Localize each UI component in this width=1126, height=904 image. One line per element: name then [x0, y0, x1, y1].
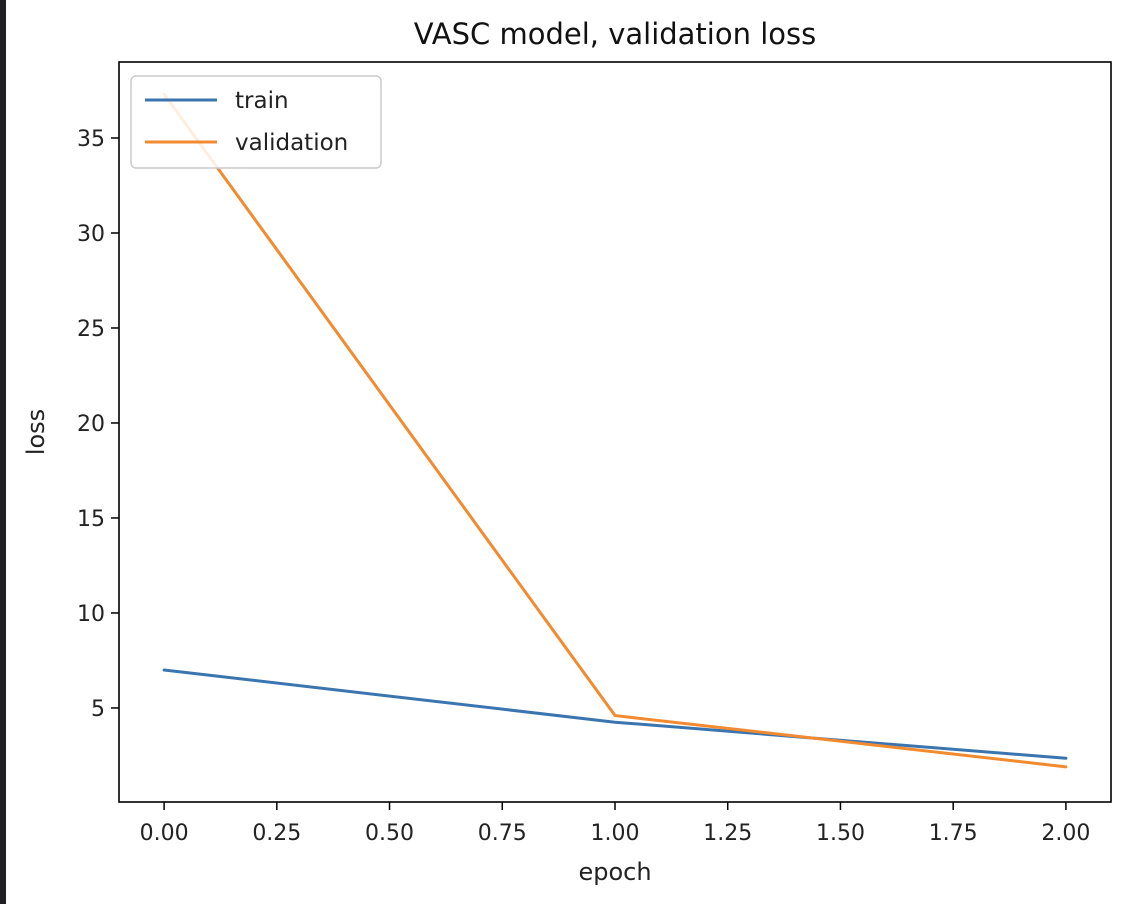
y-tick-label: 25	[77, 317, 105, 342]
x-tick-label: 0.25	[252, 821, 301, 846]
y-tick-label: 15	[77, 507, 105, 532]
y-axis-label: loss	[22, 409, 50, 455]
y-axis-ticks: 5 10 15 20 25 30 35	[77, 127, 119, 722]
x-axis-ticks: 0.00 0.25 0.50 0.75 1.00 1.25 1.50 1.75 2.00	[140, 802, 1090, 846]
series-line-validation	[162, 92, 1068, 769]
y-tick-label: 10	[77, 602, 105, 627]
x-tick-label: 1.00	[591, 821, 640, 846]
x-tick-label: 2.00	[1041, 821, 1090, 846]
chart-frame: VASC model, validation loss 0.00 0.25 0.50…	[6, 0, 1126, 904]
x-tick-label: 0.75	[478, 821, 527, 846]
chart-title: VASC model, validation loss	[414, 17, 816, 51]
x-tick-label: 1.50	[816, 821, 865, 846]
x-tick-label: 1.25	[703, 821, 752, 846]
series-line-train	[162, 668, 1068, 760]
x-tick-label: 0.50	[365, 821, 414, 846]
line-chart: VASC model, validation loss 0.00 0.25 0.50…	[22, 17, 1112, 886]
legend-label-train: train	[235, 88, 289, 114]
legend: train validation	[130, 75, 382, 169]
series-lines	[162, 92, 1068, 769]
x-tick-label: 1.75	[929, 821, 978, 846]
plot-area	[118, 61, 1112, 803]
y-tick-label: 5	[91, 697, 105, 722]
x-tick-label: 0.00	[140, 821, 189, 846]
x-axis-label: epoch	[578, 858, 651, 886]
y-tick-label: 30	[77, 222, 105, 247]
y-tick-label: 35	[77, 127, 105, 152]
y-tick-label: 20	[77, 412, 105, 437]
legend-label-validation: validation	[235, 130, 348, 156]
